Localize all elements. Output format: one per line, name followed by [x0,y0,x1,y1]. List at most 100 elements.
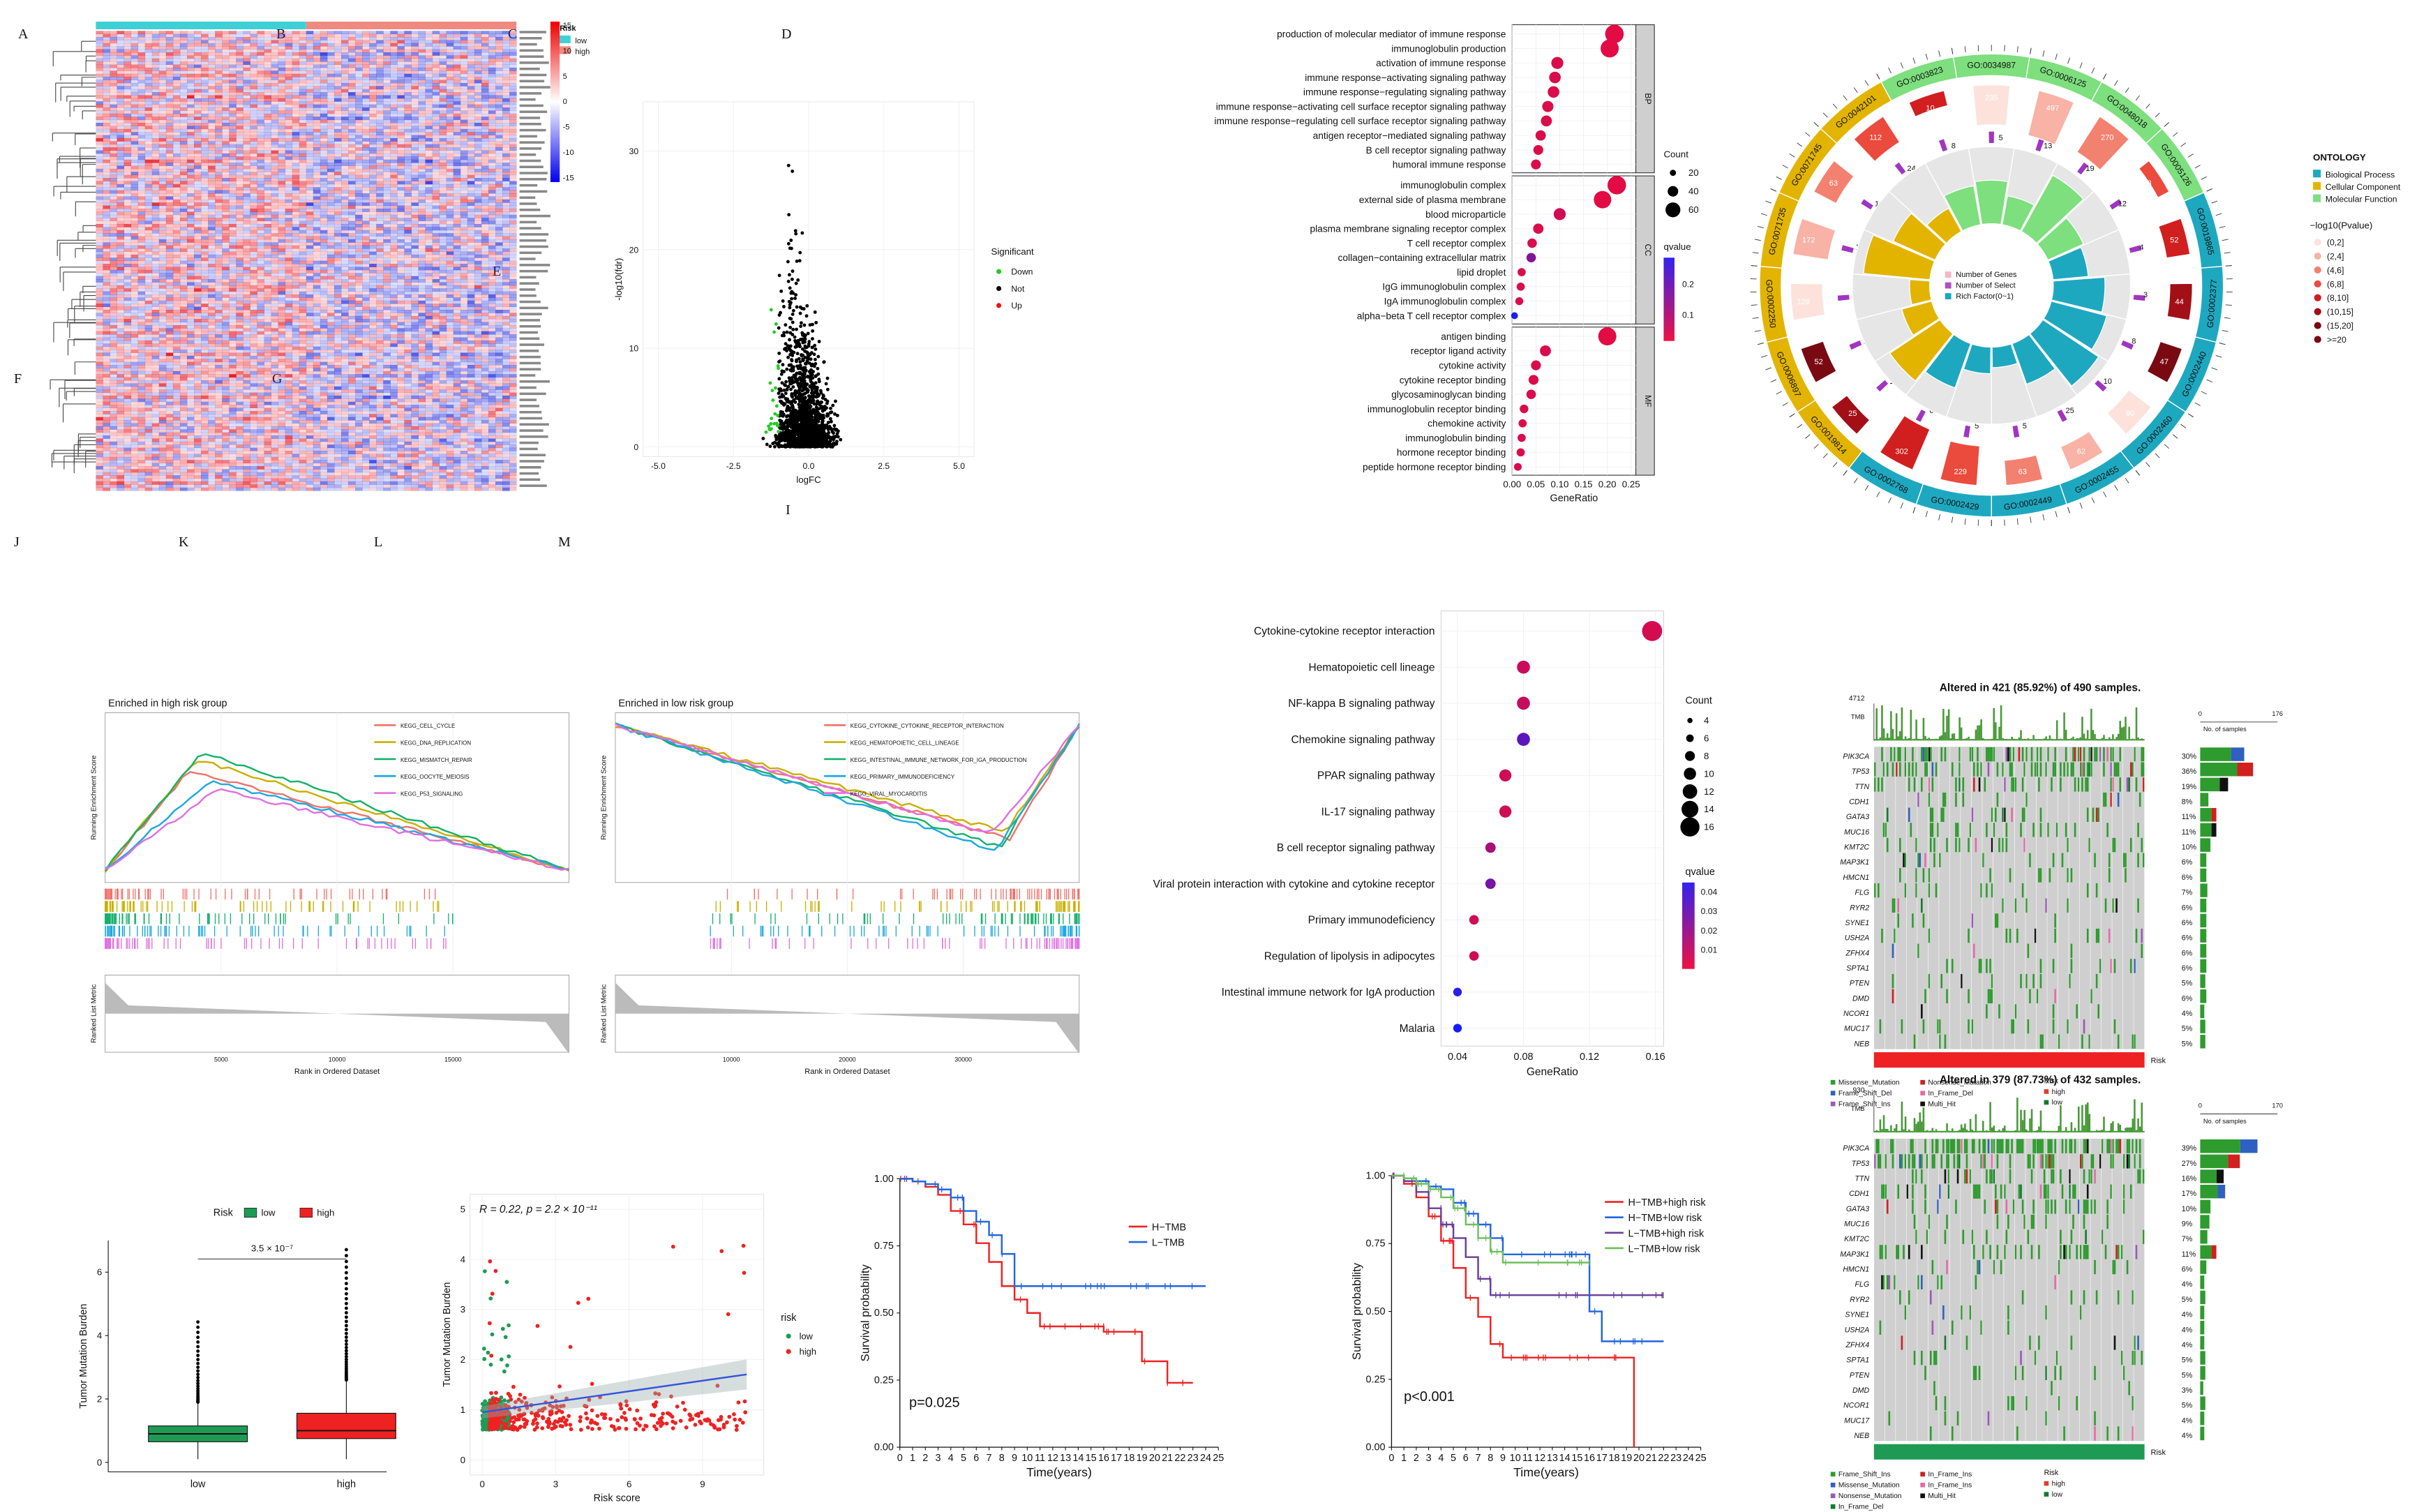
heatmap-cell [341,137,349,142]
heatmap-cell [222,174,230,179]
heatmap-cell [348,98,356,102]
heatmap-cell [348,260,356,264]
heatmap-cell [271,193,279,197]
heatmap-cell [313,264,321,267]
heatmap-cell [172,260,181,264]
heatmap-cell [355,101,363,105]
heatmap-cell [390,205,398,209]
heatmap-cell [151,46,160,50]
heatmap-cell [390,37,398,40]
heatmap-cell [376,196,384,200]
heatmap-cell [201,196,209,200]
heatmap-cell [299,141,307,145]
heatmap-cell [327,211,335,216]
heatmap-cell [362,147,370,151]
heatmap-cell [313,43,321,47]
heatmap-cell [151,119,160,123]
heatmap-cell [425,233,433,237]
heatmap-cell [327,218,335,222]
heatmap-cell [432,211,440,216]
heatmap-cell [390,245,398,249]
heatmap-cell [179,248,188,252]
heatmap-cell [488,264,496,267]
heatmap-cell [425,257,433,262]
heatmap-cell [130,95,139,99]
heatmap-cell [215,137,223,142]
heatmap-cell [341,242,349,246]
heatmap-cell [453,58,461,62]
heatmap-cell [383,227,391,231]
heatmap-cell [509,218,517,222]
heatmap-cell [432,269,440,274]
heatmap-cell [313,119,321,123]
heatmap-cell [439,89,447,93]
heatmap-cell [208,227,216,231]
heatmap-cell [236,163,244,166]
heatmap-cell [257,49,264,53]
heatmap-cell [355,165,363,170]
heatmap-cell [446,220,454,225]
heatmap-cell [186,248,195,252]
heatmap-cell [194,227,202,231]
heatmap-cell [376,267,384,271]
heatmap-cell [117,199,125,203]
heatmap-cell [278,46,286,50]
heatmap-cell [397,49,405,53]
heatmap-cells [96,31,517,491]
heatmap-cell [264,98,271,102]
heatmap-cell [292,126,300,130]
heatmap-cell [264,141,271,145]
heatmap-cell [432,58,440,62]
heatmap-cell [425,43,433,47]
heatmap-cell [460,199,468,203]
heatmap-cell [495,141,503,145]
heatmap-cell [383,49,391,53]
heatmap-cell [110,113,117,117]
heatmap-cell [179,184,188,188]
heatmap-cell [264,230,271,234]
heatmap-cell [460,123,468,126]
heatmap-cell [158,132,167,136]
heatmap-cell [103,211,110,216]
heatmap-cell [271,144,279,148]
heatmap-cell [474,168,482,172]
heatmap-cell [488,211,496,216]
heatmap-cell [404,95,412,99]
heatmap-cell [215,92,223,96]
heatmap-cell [264,211,271,216]
heatmap-cell [439,123,447,126]
heatmap-cell [474,55,482,59]
heatmap-cell [502,104,510,108]
heatmap-cell [390,55,398,59]
heatmap-cell [390,49,398,53]
heatmap-cell [432,184,440,188]
heatmap-cell [151,31,160,35]
heatmap-cell [165,80,174,84]
heatmap-cell [194,205,202,209]
heatmap-cell [123,220,132,225]
heatmap-cell [278,223,286,227]
heatmap-cell [144,220,153,225]
heatmap-cell [278,153,286,157]
heatmap-cell [418,156,426,160]
heatmap-cell [348,172,356,176]
heatmap-cell [509,245,517,249]
heatmap-cell [144,163,153,166]
heatmap-cell [172,214,181,218]
heatmap-cell [432,77,440,80]
heatmap-cell [285,117,293,121]
heatmap-cell [222,77,230,80]
heatmap-cell [278,119,286,123]
heatmap-cell [327,104,335,108]
heatmap-cell [376,178,384,181]
heatmap-cell [144,202,153,207]
heatmap-cell [439,104,447,108]
heatmap-cell [194,92,202,96]
heatmap-cell [376,174,384,179]
heatmap-cell [306,230,314,234]
heatmap-cell [362,49,370,53]
heatmap-cell [123,95,132,99]
heatmap-cell [201,137,209,142]
heatmap-cell [432,110,440,114]
heatmap-cell [369,110,377,114]
